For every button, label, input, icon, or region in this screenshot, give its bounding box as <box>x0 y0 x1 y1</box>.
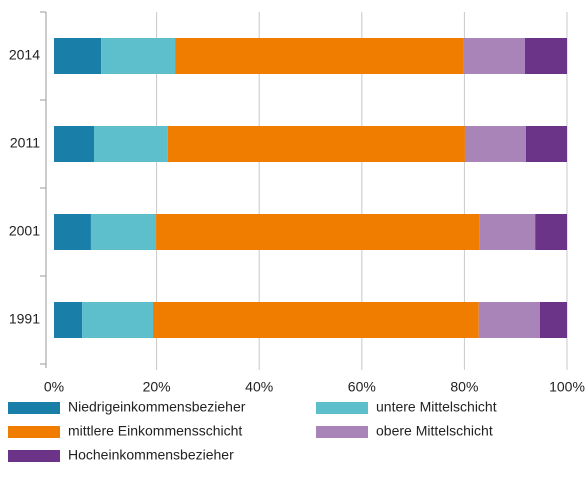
bar-segment <box>54 126 95 162</box>
bar-segment <box>479 214 536 250</box>
bar-segment <box>156 214 480 250</box>
bar-segment <box>101 38 176 74</box>
x-tick-label: 0% <box>44 379 64 395</box>
x-tick-label: 40% <box>245 379 273 395</box>
y-tick-label: 1991 <box>9 311 40 327</box>
bar-segment <box>535 214 567 250</box>
bar-segment <box>525 126 567 162</box>
bar-segment <box>464 126 526 162</box>
bar-segment <box>478 302 540 338</box>
legend-swatch <box>8 426 60 438</box>
bar-segment <box>94 126 168 162</box>
x-tick-label: 80% <box>450 379 478 395</box>
y-tick-label: 2014 <box>9 47 40 63</box>
bar-segment <box>153 302 479 338</box>
legend-label: Hocheinkommensbezieher <box>68 447 234 463</box>
bar-segment <box>167 126 465 162</box>
legend-swatch <box>8 450 60 462</box>
bar-segment <box>463 38 525 74</box>
legend-label: Niedrigeinkommensbezieher <box>68 399 246 415</box>
bar-segment <box>175 38 464 74</box>
bar-segment <box>54 302 83 338</box>
bar-segment <box>539 302 567 338</box>
legend-label: mittlere Einkommensschicht <box>68 423 242 439</box>
legend-swatch <box>316 426 368 438</box>
y-tick-label: 2001 <box>9 223 40 239</box>
x-tick-label: 60% <box>348 379 376 395</box>
bar-segment <box>54 38 102 74</box>
legend-label: obere Mittelschicht <box>376 423 493 439</box>
bar-segment <box>90 214 157 250</box>
y-tick-label: 2011 <box>10 135 40 151</box>
legend-swatch <box>8 402 60 414</box>
bar-segment <box>82 302 154 338</box>
x-tick-label: 20% <box>143 379 171 395</box>
legend-swatch <box>316 402 368 414</box>
bar-segment <box>524 38 567 74</box>
x-tick-label: 100% <box>549 379 585 395</box>
bar-segment <box>54 214 91 250</box>
legend-label: untere Mittelschicht <box>376 399 497 415</box>
